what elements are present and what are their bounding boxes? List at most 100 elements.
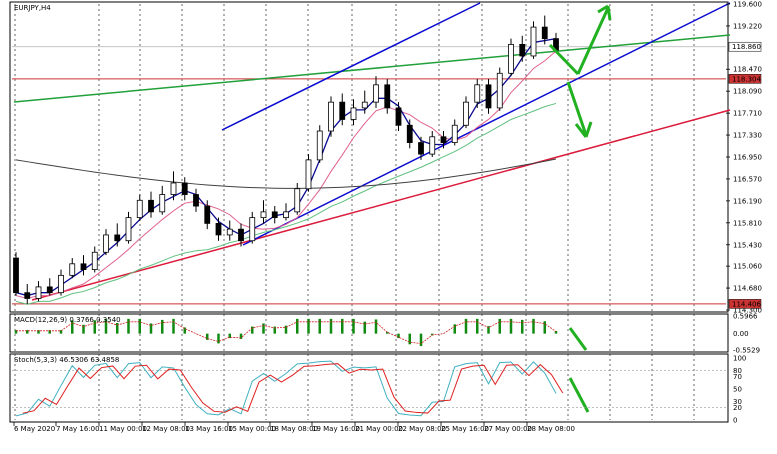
down-arrow-head-left bbox=[574, 123, 588, 138]
candle-body bbox=[496, 72, 503, 109]
stoch-tick-label: 100 bbox=[733, 355, 746, 363]
price-tick-label: 119.600 bbox=[733, 1, 762, 9]
price-tick-label: 117.710 bbox=[733, 110, 762, 118]
candle-body bbox=[69, 263, 76, 276]
time-grid bbox=[14, 4, 695, 420]
candle-body bbox=[181, 182, 188, 195]
candle-body bbox=[373, 84, 379, 103]
stoch-tick-label: 70 bbox=[733, 373, 742, 381]
candle-body bbox=[519, 44, 526, 57]
candle-body bbox=[35, 286, 42, 299]
candle-body bbox=[103, 234, 109, 253]
time-tick-label: 19 May 16:00 bbox=[312, 425, 360, 433]
macd-down-arrow bbox=[568, 327, 588, 351]
stoch-tick-label: 0 bbox=[733, 417, 737, 425]
stoch-signal-line bbox=[22, 363, 564, 414]
candle-body bbox=[395, 107, 402, 126]
price-axis: 119.600 119.220 118.470 118.090 117.710 117.3… bbox=[726, 1, 762, 315]
up-arrow-lead bbox=[548, 43, 580, 76]
candle-body bbox=[46, 286, 53, 294]
down-arrow-head-right bbox=[584, 121, 593, 138]
macd-label: MACD(12,26,9) 0.3766 0.3540 bbox=[14, 316, 121, 324]
time-tick-label: 18 May 08:00 bbox=[270, 425, 318, 433]
price-tick-label: 114.300 bbox=[733, 307, 762, 315]
price-tick-label: 119.220 bbox=[733, 22, 762, 30]
macd-tick-label: 0.00 bbox=[733, 330, 749, 338]
candle-body bbox=[451, 124, 458, 143]
candle-body bbox=[283, 211, 289, 219]
current-price-label: 118.860 bbox=[732, 43, 761, 51]
candle-body bbox=[384, 84, 391, 109]
resistance-label: 118.304 bbox=[732, 75, 761, 83]
price-tick-label: 115.060 bbox=[733, 263, 762, 271]
candle-body bbox=[114, 234, 121, 242]
candle-body bbox=[440, 136, 447, 143]
candle-body bbox=[125, 217, 132, 242]
stoch-tick-label: 80 bbox=[733, 367, 742, 375]
time-tick-label: 28 May 08:00 bbox=[527, 425, 575, 433]
time-tick-label: 13 May 16:00 bbox=[185, 425, 233, 433]
long-green-trendline bbox=[13, 34, 731, 103]
price-tick-label: 114.680 bbox=[733, 285, 762, 293]
stoch-main-line bbox=[15, 360, 557, 417]
resistance-label-box bbox=[728, 74, 762, 84]
channel-upper-line bbox=[221, 2, 481, 131]
candle-body bbox=[328, 101, 334, 132]
ma-pink bbox=[15, 50, 557, 299]
price-tick-label: 118.470 bbox=[733, 66, 762, 74]
candle-body bbox=[13, 257, 19, 294]
candle-body bbox=[316, 130, 323, 161]
stoch-down-arrow bbox=[568, 377, 590, 413]
stoch-tick-label: 50 bbox=[733, 386, 742, 394]
current-price-label-box bbox=[728, 41, 762, 52]
up-arrow-head-right bbox=[606, 5, 612, 21]
symbol-title: EURJPY,H4 bbox=[14, 4, 51, 12]
candle-body bbox=[339, 101, 346, 120]
candle-body bbox=[238, 228, 244, 242]
macd-indicator: 0.5966 0.00 -0.5529 bbox=[14, 313, 760, 355]
candle-body bbox=[406, 124, 413, 143]
time-tick-label: 12 May 08:00 bbox=[142, 425, 190, 433]
time-tick-label: 27 May 00:00 bbox=[484, 425, 532, 433]
price-tick-label: 117.330 bbox=[733, 132, 762, 140]
candle-body bbox=[148, 199, 154, 213]
candle-body bbox=[58, 274, 64, 294]
macd-tick-label: 0.5966 bbox=[733, 313, 758, 321]
candle-body bbox=[418, 142, 424, 155]
candle-body bbox=[305, 159, 312, 190]
down-arrow-shaft bbox=[566, 81, 588, 136]
time-tick-label: 15 May 00:00 bbox=[228, 425, 276, 433]
ma-green bbox=[15, 102, 557, 305]
price-tick-label: 115.810 bbox=[733, 219, 762, 227]
red-support-trendline bbox=[31, 109, 731, 301]
channel-lower-line bbox=[242, 2, 731, 246]
stoch-label: Stoch(5,3,3) 46.5306 63.4858 bbox=[14, 356, 119, 364]
candle-body bbox=[204, 205, 211, 224]
candle-body bbox=[294, 188, 301, 213]
candle-body bbox=[193, 194, 199, 207]
forecast-arrows bbox=[548, 4, 612, 413]
candle-body bbox=[508, 44, 514, 74]
stoch-tick-label: 20 bbox=[733, 404, 742, 412]
candle-body bbox=[429, 136, 436, 155]
candle-body bbox=[271, 211, 278, 219]
candle-body bbox=[485, 84, 492, 109]
time-tick-label: 22 May 08:00 bbox=[398, 425, 446, 433]
up-arrow-shaft bbox=[576, 7, 610, 75]
price-tick-label: 116.950 bbox=[733, 154, 762, 162]
candle-body bbox=[24, 292, 31, 299]
stoch-panel-frame bbox=[9, 353, 729, 423]
time-tick-label: 7 May 16:00 bbox=[56, 425, 100, 433]
support-label-box bbox=[728, 299, 762, 309]
candle-body bbox=[249, 217, 256, 242]
candle-body bbox=[463, 101, 469, 126]
support-label: 114.406 bbox=[732, 300, 761, 308]
candle-body bbox=[136, 199, 143, 219]
candle-body bbox=[530, 26, 537, 57]
candle-body bbox=[215, 222, 222, 236]
main-panel-frame bbox=[9, 1, 729, 313]
time-tick-label: 6 May 2020 bbox=[14, 425, 55, 433]
time-tick-label: 11 May 00:00 bbox=[99, 425, 147, 433]
